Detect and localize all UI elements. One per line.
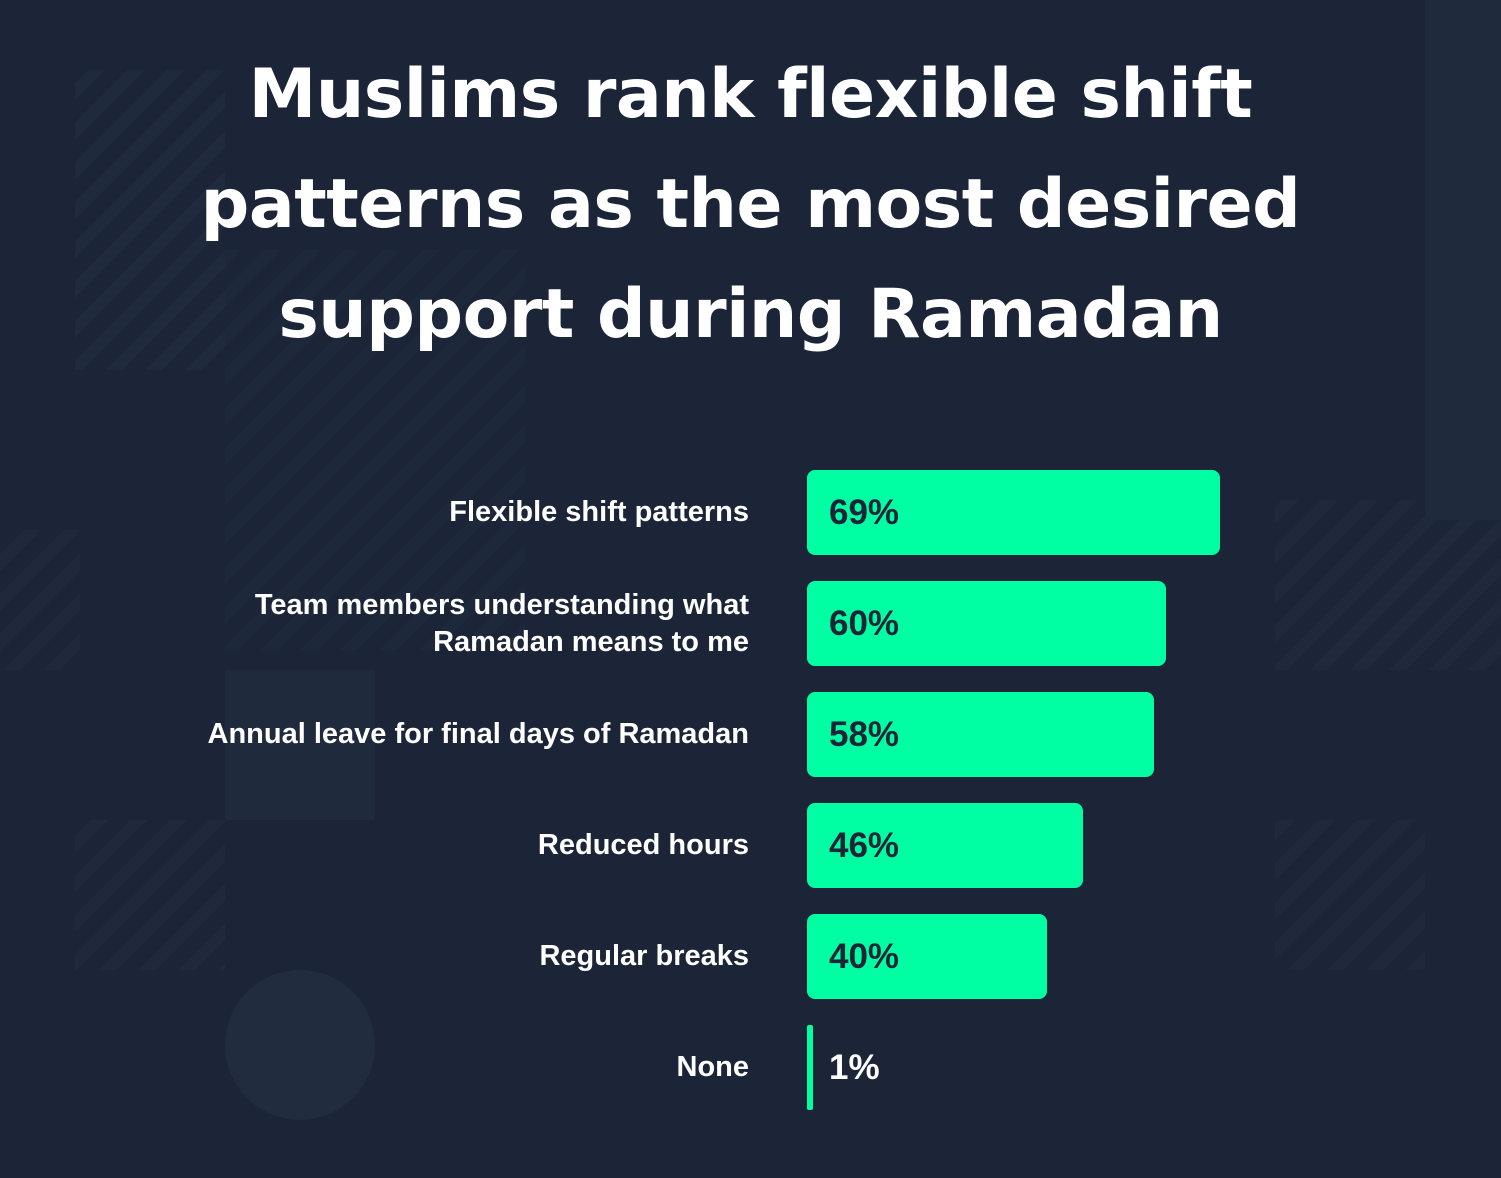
category-label: Regular breaks [109, 938, 749, 975]
bar [807, 914, 1047, 999]
category-label-line: Ramadan means to me [433, 625, 749, 658]
value-label: 58% [829, 715, 900, 754]
value-label: 40% [829, 937, 900, 976]
bar [807, 1025, 813, 1110]
value-label: 1% [829, 1048, 880, 1087]
category-label-line: Team members understanding what [254, 588, 749, 621]
category-label-line: None [676, 1051, 750, 1083]
category-label-line: Regular breaks [539, 940, 749, 972]
category-label-line: Flexible shift patterns [449, 496, 749, 528]
category-label: Flexible shift patterns [109, 494, 749, 531]
bar [807, 581, 1167, 666]
chart-title-line: support during Ramadan [278, 275, 1223, 354]
bar [807, 692, 1155, 777]
category-label-line: Annual leave for final days of Ramadan [207, 718, 749, 750]
chart-title-line: Muslims rank flexible shift [248, 55, 1253, 134]
category-label: Reduced hours [109, 827, 749, 864]
bar [807, 470, 1221, 555]
category-label: Annual leave for final days of Ramadan [109, 716, 749, 753]
category-label: Team members understanding what Ramadan m… [109, 587, 749, 661]
category-label-line: Reduced hours [537, 829, 749, 861]
category-label: None [109, 1049, 750, 1086]
value-label: 60% [829, 604, 900, 643]
value-label: 69% [829, 493, 900, 532]
bar [807, 803, 1083, 888]
chart-title: Muslims rank flexible shift patterns as … [0, 40, 1501, 370]
chart-title-line: patterns as the most desired [200, 165, 1301, 244]
value-label: 46% [829, 826, 900, 865]
